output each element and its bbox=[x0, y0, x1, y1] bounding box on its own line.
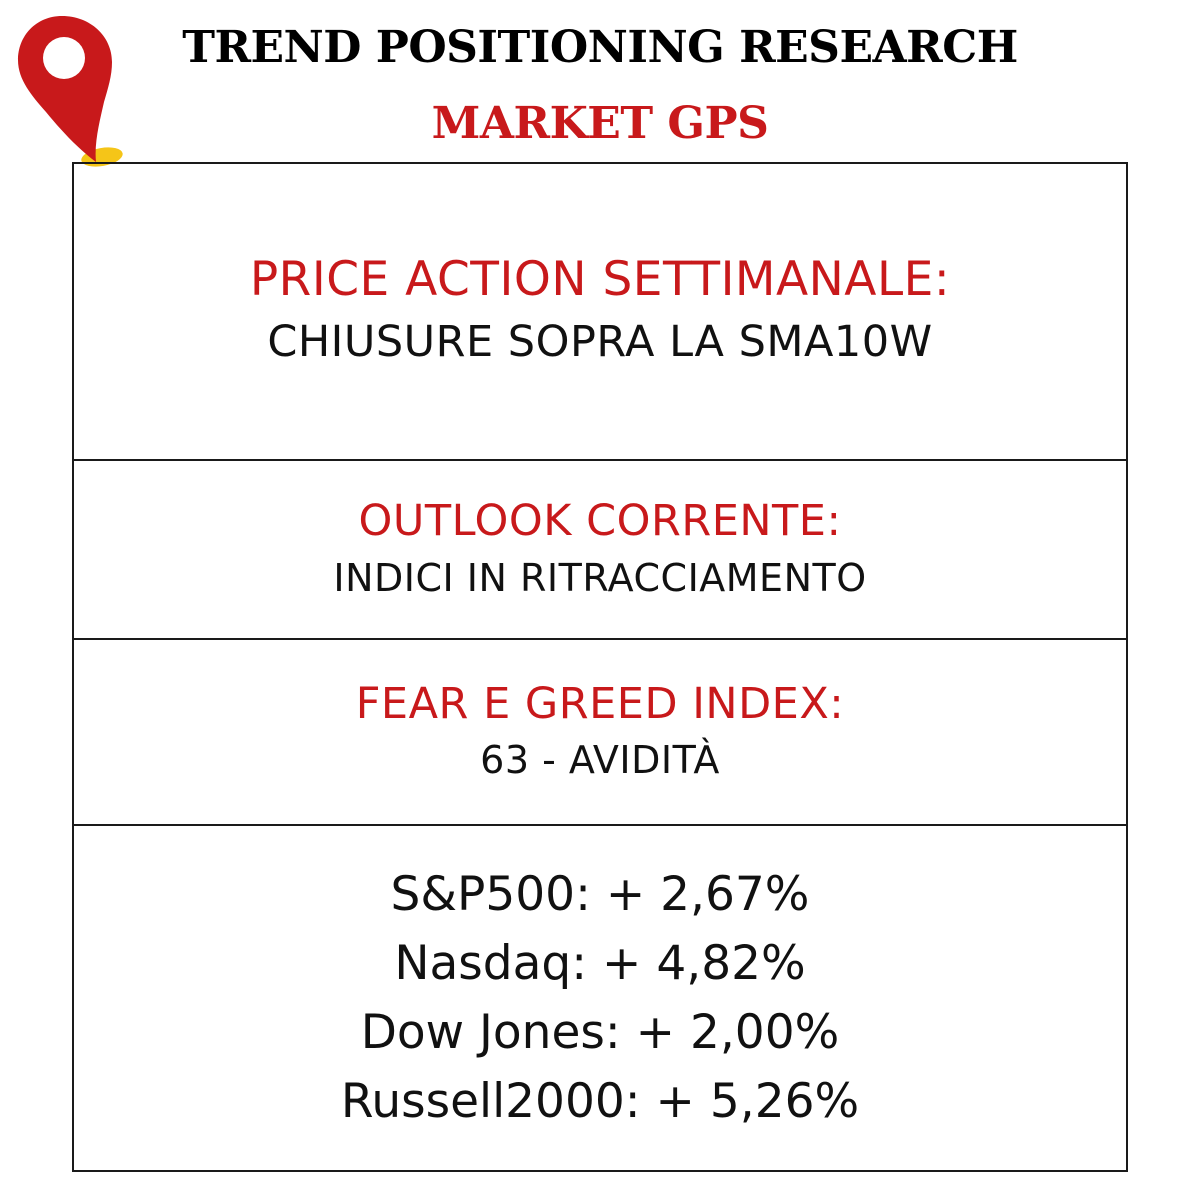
page-subtitle: MARKET GPS bbox=[431, 98, 769, 149]
fear-greed-value: 63 - AVIDITÀ bbox=[480, 738, 720, 783]
divider bbox=[74, 638, 1126, 640]
divider bbox=[74, 459, 1126, 461]
fear-greed-heading: FEAR E GREED INDEX: bbox=[355, 678, 845, 729]
page-title: TREND POSITIONING RESEARCH bbox=[182, 22, 1018, 73]
index-change: : + 4,82% bbox=[571, 936, 806, 991]
index-change: : + 2,67% bbox=[575, 867, 810, 922]
index-name: Nasdaq bbox=[394, 936, 572, 991]
index-change: : + 2,00% bbox=[604, 1005, 840, 1060]
index-change: : + 5,26% bbox=[624, 1074, 860, 1129]
divider bbox=[74, 824, 1126, 826]
outlook-section: OUTLOOK CORRENTE: INDICI IN RITRACCIAMEN… bbox=[74, 461, 1126, 638]
market-summary-panel: PRICE ACTION SETTIMANALE: CHIUSURE SOPRA… bbox=[72, 162, 1128, 1172]
index-performance-section: S&P500: + 2,67% Nasdaq: + 4,82% Dow Jone… bbox=[74, 826, 1126, 1170]
index-name: Russell2000 bbox=[340, 1074, 625, 1129]
index-name: S&P500 bbox=[390, 867, 576, 922]
map-pin-icon bbox=[18, 16, 123, 167]
index-row-nasdaq: Nasdaq: + 4,82% bbox=[394, 929, 805, 998]
fear-greed-section: FEAR E GREED INDEX: 63 - AVIDITÀ bbox=[74, 640, 1126, 824]
outlook-value: INDICI IN RITRACCIAMENTO bbox=[333, 555, 867, 600]
outlook-heading: OUTLOOK CORRENTE: bbox=[358, 496, 842, 546]
index-row-sp500: S&P500: + 2,67% bbox=[391, 860, 810, 929]
price-action-heading: PRICE ACTION SETTIMANALE: bbox=[249, 252, 951, 308]
index-row-dow-jones: Dow Jones: + 2,00% bbox=[361, 998, 840, 1067]
index-row-russell2000: Russell2000: + 5,26% bbox=[341, 1067, 859, 1136]
price-action-section: PRICE ACTION SETTIMANALE: CHIUSURE SOPRA… bbox=[74, 164, 1126, 459]
price-action-value: CHIUSURE SOPRA LA SMA10W bbox=[267, 316, 933, 367]
index-name: Dow Jones bbox=[360, 1005, 605, 1060]
